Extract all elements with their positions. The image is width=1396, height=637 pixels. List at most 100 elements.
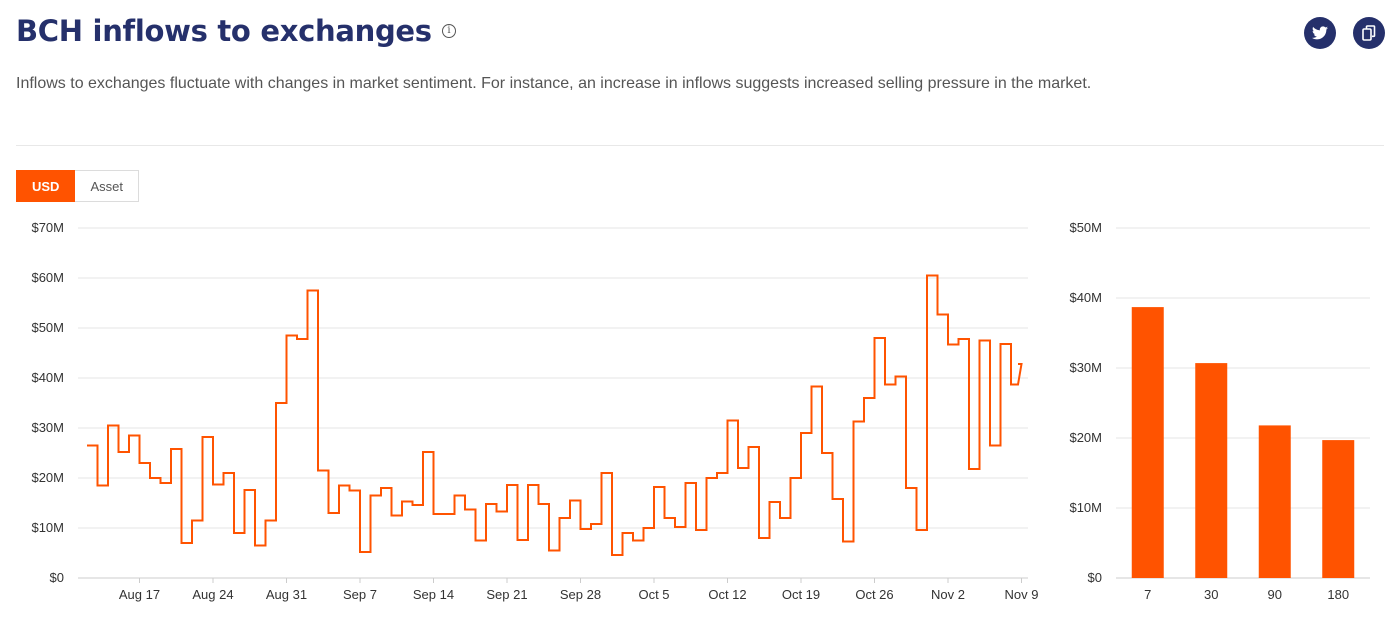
data-point[interactable] <box>88 442 96 450</box>
data-point[interactable] <box>571 497 579 505</box>
data-point[interactable] <box>781 514 789 522</box>
data-point[interactable] <box>1023 360 1031 368</box>
data-point[interactable] <box>183 539 191 547</box>
data-point[interactable] <box>487 500 495 508</box>
data-point[interactable] <box>613 551 621 559</box>
data-point[interactable] <box>109 422 117 430</box>
data-point[interactable] <box>393 512 401 520</box>
data-point[interactable] <box>403 498 411 506</box>
data-point[interactable] <box>456 492 464 500</box>
data-point[interactable] <box>603 469 611 477</box>
data-point[interactable] <box>351 487 359 495</box>
data-point[interactable] <box>340 482 348 490</box>
data-point[interactable] <box>991 442 999 450</box>
data-point[interactable] <box>372 492 380 500</box>
bar[interactable] <box>1131 307 1164 578</box>
data-point[interactable] <box>172 445 180 453</box>
data-point[interactable] <box>246 486 254 494</box>
data-point[interactable] <box>813 383 821 391</box>
data-point[interactable] <box>960 335 968 343</box>
bar[interactable] <box>1195 363 1228 578</box>
data-point[interactable] <box>771 498 779 506</box>
toggle-usd-button[interactable]: USD <box>16 170 76 202</box>
data-point[interactable] <box>424 448 432 456</box>
data-point[interactable] <box>981 337 989 345</box>
data-point[interactable] <box>99 482 107 490</box>
data-point[interactable] <box>309 287 317 295</box>
data-point[interactable] <box>214 481 222 489</box>
data-point[interactable] <box>445 510 453 518</box>
data-point[interactable] <box>939 311 947 319</box>
data-point[interactable] <box>792 474 800 482</box>
data-point[interactable] <box>204 433 212 441</box>
data-point[interactable] <box>288 332 296 340</box>
data-point[interactable] <box>949 341 957 349</box>
data-point[interactable] <box>498 508 506 516</box>
data-point[interactable] <box>718 469 726 477</box>
data-point[interactable] <box>823 449 831 457</box>
data-point[interactable] <box>918 526 926 534</box>
data-point[interactable] <box>508 481 516 489</box>
data-point[interactable] <box>130 432 138 440</box>
data-point[interactable] <box>834 495 842 503</box>
data-point[interactable] <box>708 474 716 482</box>
data-point[interactable] <box>561 514 569 522</box>
data-point[interactable] <box>739 464 747 472</box>
data-point[interactable] <box>193 517 201 525</box>
data-point[interactable] <box>876 334 884 342</box>
data-point[interactable] <box>141 459 149 467</box>
toggle-asset-button[interactable]: Asset <box>75 170 139 202</box>
page-title: BCH inflows to exchanges i <box>16 14 456 48</box>
data-point[interactable] <box>697 526 705 534</box>
data-point[interactable] <box>666 514 674 522</box>
data-point[interactable] <box>466 506 474 514</box>
data-point[interactable] <box>928 272 936 280</box>
data-point[interactable] <box>844 538 852 546</box>
data-point[interactable] <box>855 418 863 426</box>
data-point[interactable] <box>319 467 327 475</box>
data-point[interactable] <box>1002 340 1010 348</box>
data-point[interactable] <box>330 509 338 517</box>
data-point[interactable] <box>655 483 663 491</box>
info-icon[interactable]: i <box>441 24 456 38</box>
data-point[interactable] <box>235 529 243 537</box>
copy-link-button[interactable] <box>1353 17 1385 49</box>
data-point[interactable] <box>729 417 737 425</box>
data-point[interactable] <box>886 381 894 389</box>
data-point[interactable] <box>519 536 527 544</box>
data-point[interactable] <box>687 479 695 487</box>
data-point[interactable] <box>361 548 369 556</box>
data-point[interactable] <box>550 547 558 555</box>
data-point[interactable] <box>645 524 653 532</box>
data-point[interactable] <box>634 537 642 545</box>
data-point[interactable] <box>897 373 905 381</box>
twitter-share-button[interactable] <box>1304 17 1336 49</box>
data-point[interactable] <box>750 443 758 451</box>
data-point[interactable] <box>382 484 390 492</box>
data-point[interactable] <box>592 520 600 528</box>
data-point[interactable] <box>225 469 233 477</box>
data-point[interactable] <box>970 465 978 473</box>
data-point[interactable] <box>676 523 684 531</box>
data-point[interactable] <box>1012 381 1020 389</box>
data-point[interactable] <box>120 448 128 456</box>
data-point[interactable] <box>865 394 873 402</box>
data-point[interactable] <box>477 537 485 545</box>
bar[interactable] <box>1258 425 1291 578</box>
data-point[interactable] <box>414 501 422 509</box>
data-point[interactable] <box>624 529 632 537</box>
data-point[interactable] <box>802 429 810 437</box>
data-point[interactable] <box>435 510 443 518</box>
data-point[interactable] <box>529 481 537 489</box>
bar[interactable] <box>1322 440 1355 578</box>
data-point[interactable] <box>256 542 264 550</box>
data-point[interactable] <box>760 534 768 542</box>
data-point[interactable] <box>162 479 170 487</box>
data-point[interactable] <box>298 335 306 343</box>
data-point[interactable] <box>907 484 915 492</box>
data-point[interactable] <box>267 517 275 525</box>
data-point[interactable] <box>582 525 590 533</box>
data-point[interactable] <box>540 500 548 508</box>
data-point[interactable] <box>151 474 159 482</box>
data-point[interactable] <box>277 399 285 407</box>
